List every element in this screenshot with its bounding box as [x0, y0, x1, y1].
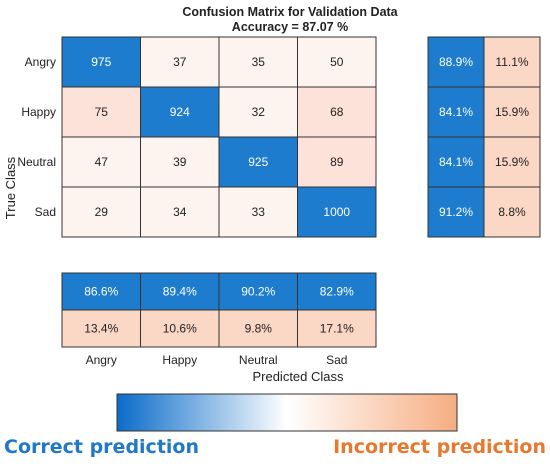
- row-tick-label: Happy: [21, 105, 56, 119]
- row-tick-label: Sad: [35, 205, 56, 219]
- col-summary-incorrect-cell: [297, 309, 377, 348]
- col-summary-correct-value: 82.9%: [320, 285, 354, 299]
- matrix-cell: [61, 186, 141, 238]
- row-summary-correct-cell: [427, 136, 485, 188]
- row-summary-grid: 88.9% 11.1% 84.1% 15.9% 84.1% 15.9% 91.2% 8.8%: [427, 36, 541, 238]
- matrix-cell-value: 33: [252, 205, 266, 219]
- col-summary-correct-value: 86.6%: [84, 285, 118, 299]
- row-tick-label: Angry: [25, 55, 56, 69]
- chart-subtitle: Accuracy = 87.07 %: [232, 20, 348, 34]
- column-summary-grid: 86.6% 13.4% Angry 89.4% 10.6% Happy 90.2% 9.8% N…: [61, 272, 377, 367]
- row-summary-incorrect-value: 11.1%: [495, 55, 528, 69]
- matrix-cell: [140, 136, 220, 188]
- matrix-cell-value: 924: [170, 105, 190, 119]
- column-tick-label: Sad: [326, 353, 347, 367]
- matrix-cell-value: 1000: [323, 205, 350, 219]
- row-summary-incorrect-value: 15.9%: [495, 105, 529, 119]
- row-summary-incorrect-cell: [483, 86, 541, 138]
- row-summary-correct-cell: [427, 186, 485, 238]
- matrix-cell: [140, 36, 220, 88]
- matrix-cell-value: 29: [95, 205, 109, 219]
- col-summary-correct-cell: [140, 272, 220, 311]
- matrix-cell: [297, 36, 377, 88]
- col-summary-incorrect-value: 17.1%: [320, 322, 354, 336]
- column-tick-label: Neutral: [239, 353, 278, 367]
- col-summary-incorrect-value: 13.4%: [84, 322, 118, 336]
- col-summary-correct-cell: [218, 272, 298, 311]
- col-summary-incorrect-value: 10.6%: [163, 322, 197, 336]
- matrix-cell-value: 50: [330, 55, 344, 69]
- row-summary-correct-cell: [427, 36, 485, 88]
- col-summary-incorrect-value: 9.8%: [245, 322, 273, 336]
- matrix-cell-value: 35: [252, 55, 266, 69]
- x-axis-label: Predicted Class: [252, 369, 344, 384]
- matrix-grid: 975 37 35 50 Angry 75 924 32 68 Happy 47 39 925 89 Neu…: [17, 36, 377, 238]
- col-summary-correct-cell: [297, 272, 377, 311]
- matrix-cell-value: 47: [95, 155, 109, 169]
- matrix-cell-value: 925: [248, 155, 268, 169]
- matrix-cell: [218, 36, 298, 88]
- matrix-cell-value: 32: [252, 105, 266, 119]
- matrix-cell-value: 39: [173, 155, 187, 169]
- legend-correct-label: Correct prediction: [4, 436, 199, 458]
- row-summary-correct-cell: [427, 86, 485, 138]
- row-summary-correct-value: 84.1%: [439, 155, 473, 169]
- y-axis-label: True Class: [3, 156, 18, 219]
- row-tick-label: Neutral: [17, 155, 56, 169]
- col-summary-correct-value: 89.4%: [163, 285, 197, 299]
- colorbar: [116, 393, 458, 432]
- col-summary-incorrect-cell: [140, 309, 220, 348]
- row-summary-incorrect-cell: [483, 186, 541, 238]
- matrix-cell: [140, 86, 220, 138]
- matrix-cell-value: 89: [330, 155, 344, 169]
- row-summary-incorrect-value: 8.8%: [498, 205, 526, 219]
- col-summary-correct-value: 90.2%: [241, 285, 275, 299]
- matrix-cell: [297, 86, 377, 138]
- matrix-cell-value: 37: [173, 55, 187, 69]
- matrix-cell: [140, 186, 220, 238]
- chart-title: Confusion Matrix for Validation Data: [182, 5, 398, 19]
- matrix-cell-value: 34: [173, 205, 187, 219]
- matrix-cell-value: 75: [95, 105, 109, 119]
- matrix-cell: [61, 36, 141, 88]
- legend-incorrect-label: Incorrect prediction: [333, 436, 546, 458]
- row-summary-correct-value: 84.1%: [439, 105, 473, 119]
- row-summary-correct-value: 91.2%: [439, 205, 473, 219]
- row-summary-incorrect-value: 15.9%: [495, 155, 529, 169]
- matrix-cell-value: 975: [91, 55, 111, 69]
- row-summary-incorrect-cell: [483, 136, 541, 188]
- matrix-cell: [297, 136, 377, 188]
- column-tick-label: Angry: [86, 353, 117, 367]
- row-summary-incorrect-cell: [483, 36, 541, 88]
- row-summary-correct-value: 88.9%: [439, 55, 473, 69]
- column-tick-label: Happy: [162, 353, 197, 367]
- matrix-cell-value: 68: [330, 105, 344, 119]
- matrix-cell: [297, 186, 377, 238]
